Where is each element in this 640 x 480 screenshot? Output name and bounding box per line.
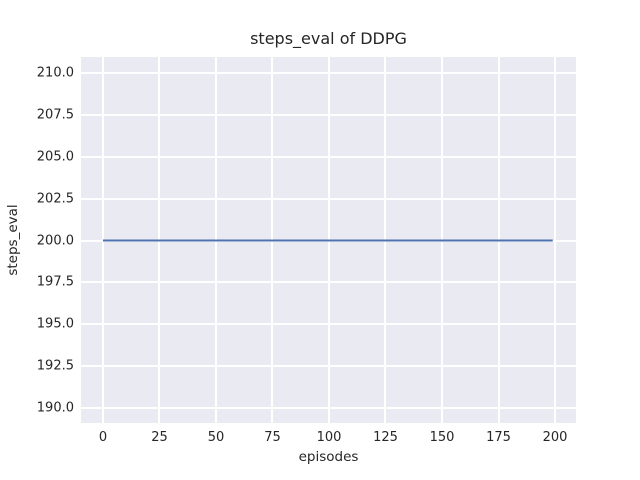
x-tick-label: 50: [207, 430, 225, 445]
y-tick-label: 192.5: [36, 358, 74, 374]
y-tick-label: 195.0: [36, 316, 74, 332]
y-tick-label: 205.0: [36, 149, 74, 165]
x-gridline: [554, 57, 556, 423]
y-tick-label: 200.0: [36, 233, 74, 248]
x-tick-label: 200: [542, 430, 568, 445]
y-tick-label: 207.5: [36, 107, 74, 123]
x-axis-label: episodes: [298, 449, 359, 465]
y-tick-label: 190.0: [36, 400, 74, 416]
x-tick-label: 25: [151, 430, 168, 445]
x-tick-label: 150: [429, 430, 455, 445]
x-tick-label: 0: [98, 430, 108, 445]
x-tick-label: 125: [373, 430, 398, 445]
chart-title: steps_eval of DDPG: [250, 29, 407, 48]
x-tick-label: 100: [316, 430, 342, 445]
series-line-svg: [102, 239, 553, 242]
x-tick-label: 175: [486, 430, 511, 445]
y-tick-label: 210.0: [36, 65, 74, 81]
x-gridline: [101, 57, 104, 423]
x-tick-label: 75: [264, 430, 281, 445]
plot-area: [81, 57, 576, 423]
y-axis-label: steps_eval: [5, 204, 21, 276]
y-tick-label: 202.5: [36, 191, 74, 207]
y-tick-label: 197.5: [36, 274, 74, 290]
